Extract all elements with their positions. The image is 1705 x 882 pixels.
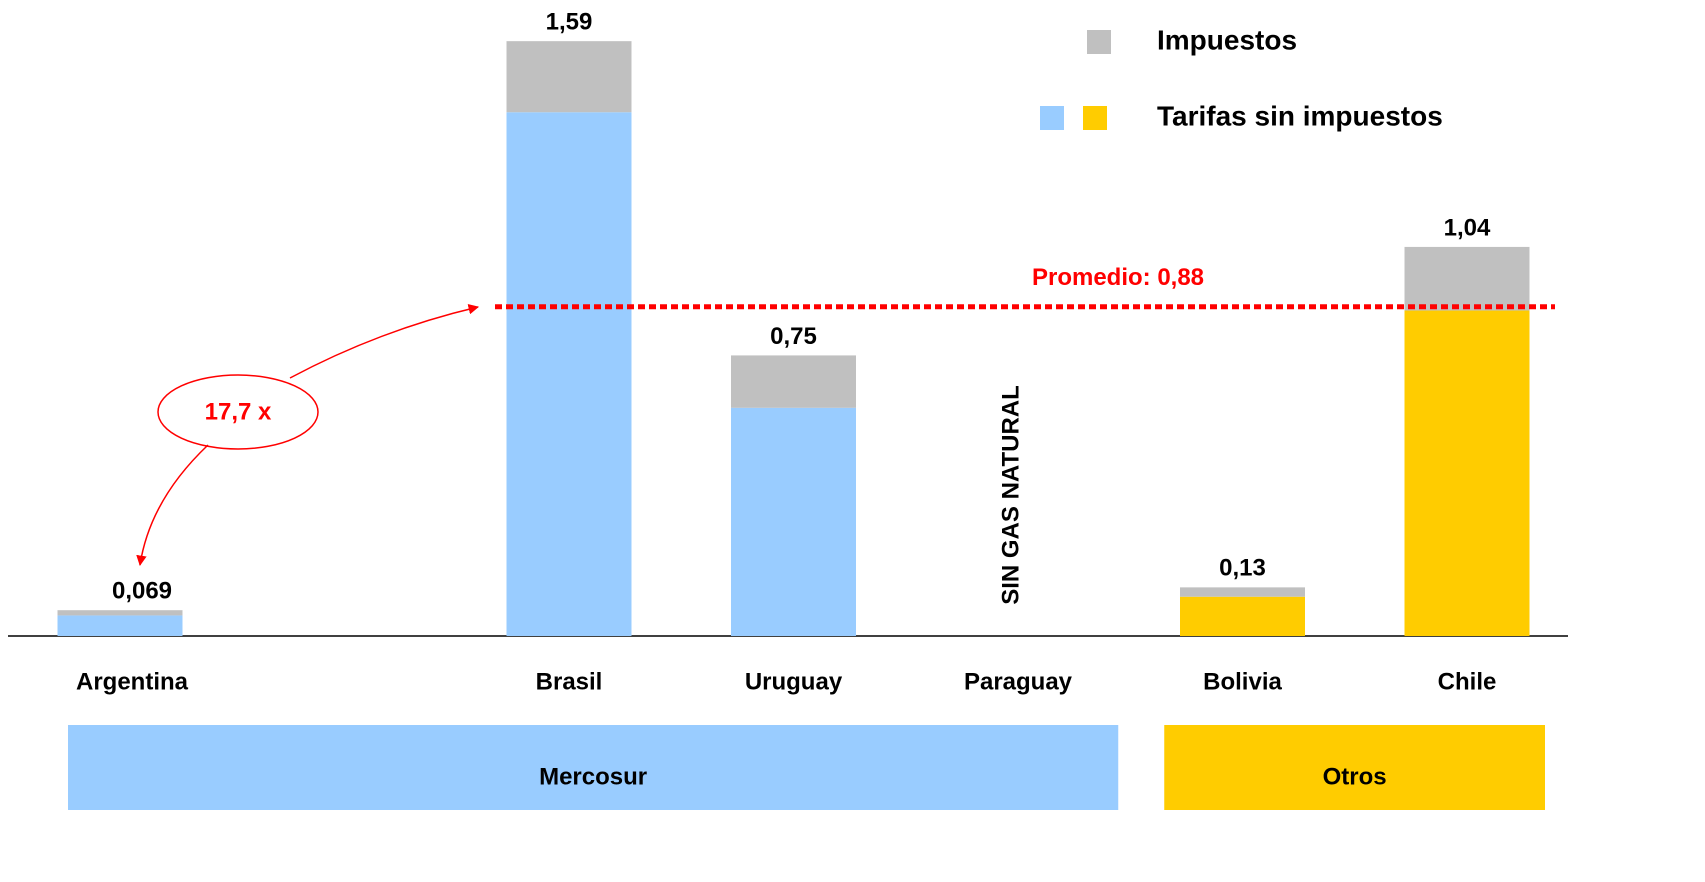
total-label: 0,75 <box>770 323 817 350</box>
x-tick-label: Argentina <box>76 668 189 695</box>
arrow <box>136 444 209 567</box>
legend-label: Impuestos <box>1157 24 1297 55</box>
bar-segment <box>1404 310 1530 636</box>
x-tick-label: Chile <box>1438 668 1497 695</box>
bar-segment <box>506 41 632 113</box>
bar-segment <box>1180 587 1305 597</box>
group-box <box>1164 725 1545 810</box>
legend-swatch <box>1087 30 1111 54</box>
bar-segment <box>57 615 183 636</box>
x-tick-label: Uruguay <box>745 668 843 695</box>
total-label: 0,069 <box>112 578 172 605</box>
total-label: 1,59 <box>546 8 593 35</box>
no-data-label: SIN GAS NATURAL <box>997 385 1024 605</box>
group-label: Otros <box>1323 763 1387 790</box>
group-box <box>68 725 1119 810</box>
x-tick-label: Paraguay <box>964 668 1073 695</box>
total-label: 1,04 <box>1444 214 1491 241</box>
arrow <box>289 304 480 379</box>
bar-segment <box>731 355 856 408</box>
reference-label: Promedio: 0,88 <box>1032 264 1204 291</box>
x-tick-label: Bolivia <box>1203 668 1282 695</box>
ratio-ellipse <box>157 374 319 450</box>
bar-segment <box>1404 246 1530 311</box>
legend-swatch <box>1040 106 1064 130</box>
bar-segment <box>57 610 183 616</box>
bar-segment <box>731 407 856 636</box>
group-label: Mercosur <box>539 763 647 790</box>
legend-swatch <box>1083 106 1107 130</box>
bar-segment <box>1180 596 1305 636</box>
x-tick-label: Brasil <box>536 668 603 695</box>
bar-segment <box>506 112 632 636</box>
total-label: 0,13 <box>1219 555 1266 582</box>
ratio-label: 17,7 x <box>205 398 272 425</box>
legend-label: Tarifas sin impuestos <box>1157 100 1443 131</box>
